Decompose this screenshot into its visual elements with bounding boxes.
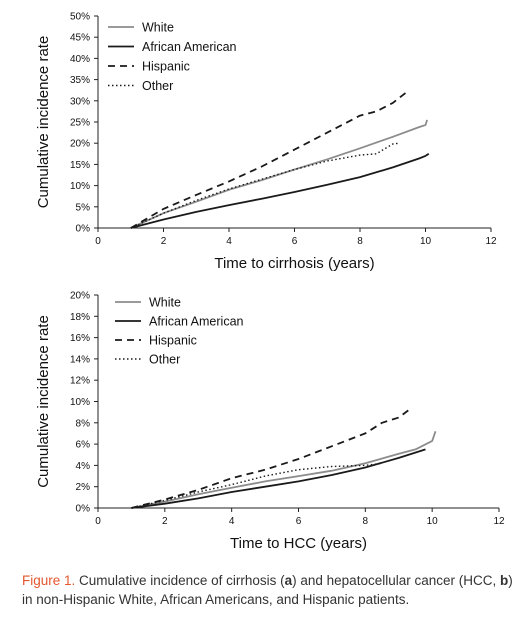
y-tick-label: 35% — [70, 75, 90, 86]
caption-text-2: ) and hepatocellular cancer (HCC, — [292, 573, 500, 588]
caption-text-1: Cumulative incidence of cirrhosis ( — [75, 573, 285, 588]
x-tick-label: 0 — [95, 236, 101, 247]
caption-text-3: ) in non-Hispanic White, African America… — [22, 573, 513, 607]
x-axis-title: Time to HCC (years) — [230, 535, 367, 552]
y-tick-label: 20% — [70, 139, 90, 150]
x-tick-label: 6 — [292, 236, 298, 247]
legend-label: Hispanic — [142, 60, 190, 74]
legend-label: White — [149, 296, 181, 310]
legend: White African American Hispanic Other — [115, 296, 244, 367]
x-tick-label: 0 — [95, 516, 101, 527]
legend-label: African American — [142, 40, 237, 54]
series-line-african-american — [130, 153, 430, 229]
y-tick-label: 10% — [70, 397, 90, 408]
series-line-hispanic — [131, 409, 410, 509]
x-axis-title: Time to cirrhosis (years) — [214, 255, 374, 272]
y-tick-label: 2% — [76, 482, 91, 493]
y-tick-label: 15% — [70, 160, 90, 171]
x-tick-label: 6 — [296, 516, 302, 527]
caption-panel-a: a — [284, 573, 293, 588]
y-tick-label: 6% — [76, 440, 91, 451]
x-tick-label: 10 — [420, 236, 432, 247]
x-tick-label: 8 — [357, 236, 363, 247]
figure-label: Figure 1. — [22, 573, 76, 588]
y-tick-label: 30% — [70, 96, 90, 107]
series-line-hispanic — [130, 89, 410, 229]
y-tick-label: 5% — [76, 202, 91, 213]
chart-panel-a: 0% 5% 10% 15% 20% 25% 30% 35% 40% 45% 50% 0 2 4 6 8 10 12… — [35, 12, 497, 273]
legend-label: Hispanic — [149, 334, 197, 348]
y-tick-label: 0% — [76, 504, 91, 515]
y-tick-label: 4% — [76, 461, 91, 472]
x-tick-label: 4 — [226, 236, 232, 247]
caption-panel-b: b — [500, 573, 509, 588]
series-line-other — [131, 462, 383, 509]
legend: White African American Hispanic Other — [108, 21, 237, 93]
y-tick-label: 25% — [70, 118, 90, 129]
legend-label: Other — [149, 353, 180, 367]
y-axis-title: Cumulative incidence rate — [35, 315, 52, 488]
x-tick-label: 12 — [493, 516, 505, 527]
figure-caption: Figure 1. Cumulative incidence of cirrho… — [22, 571, 522, 609]
y-tick-label: 10% — [70, 181, 90, 192]
y-tick-label: 0% — [76, 224, 91, 235]
x-tick-label: 8 — [363, 516, 369, 527]
x-tick-label: 12 — [485, 236, 497, 247]
y-tick-label: 8% — [76, 418, 91, 429]
series-line-african-american — [131, 448, 426, 509]
y-tick-label: 18% — [70, 312, 90, 323]
x-tick-label: 2 — [161, 236, 167, 247]
x-tick-label: 2 — [162, 516, 168, 527]
series-line-white — [130, 119, 428, 229]
series-line-white — [131, 431, 437, 509]
legend-label: Other — [142, 79, 173, 93]
y-axis-title: Cumulative incidence rate — [35, 36, 52, 209]
y-tick-label: 40% — [70, 54, 90, 65]
y-tick-label: 50% — [70, 12, 90, 23]
y-tick-label: 45% — [70, 33, 90, 44]
y-tick-label: 12% — [70, 376, 90, 387]
x-tick-label: 4 — [229, 516, 235, 527]
x-tick-label: 10 — [427, 516, 439, 527]
legend-label: White — [142, 21, 174, 35]
legend-label: African American — [149, 315, 244, 329]
figure-charts: 0%5%10%15%20%25%30%35%40%45%50%0 2 4 6 8 10 12… — [35, 12, 505, 553]
y-tick-label: 16% — [70, 333, 90, 344]
y-tick-label: 14% — [70, 354, 90, 365]
y-tick-label: 20% — [70, 291, 90, 302]
chart-panel-b: 0% 2% 4% 6% 8% 10% 12% 14% 16% 18% 20% 0 2 4 6 8 10 12 Tim… — [35, 291, 505, 553]
series-line-other — [130, 142, 400, 229]
